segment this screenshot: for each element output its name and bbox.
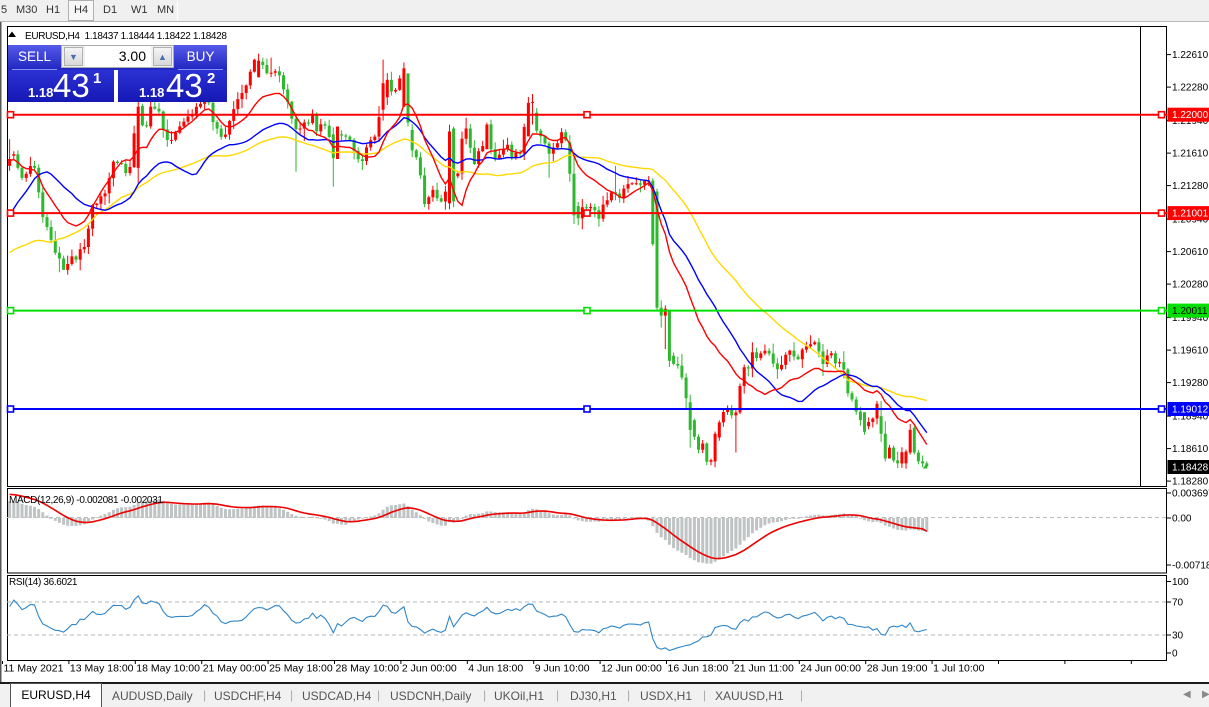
svg-text:1.21610: 1.21610 [1172,149,1209,160]
svg-text:21 Jun 11:00: 21 Jun 11:00 [734,663,794,675]
svg-text:1.18610: 1.18610 [1172,444,1209,455]
svg-text:1 Jul 10:00: 1 Jul 10:00 [933,663,985,675]
svg-text:25 May 18:00: 25 May 18:00 [269,663,333,675]
svg-text:1.19940: 1.19940 [1172,313,1209,324]
svg-text:12 Jun 00:00: 12 Jun 00:00 [601,663,662,675]
svg-text:1.18428: 1.18428 [1172,463,1209,474]
svg-text:1.19610: 1.19610 [1172,346,1209,357]
svg-text:11 May 2021: 11 May 2021 [4,663,64,675]
svg-text:RSI(14) 36.6021: RSI(14) 36.6021 [9,577,78,588]
svg-text:1.18940: 1.18940 [1172,412,1209,423]
svg-text:21 May 00:00: 21 May 00:00 [203,663,267,675]
svg-text:1.22000: 1.22000 [1172,110,1209,121]
svg-text:28 Jun 19:00: 28 Jun 19:00 [867,663,928,675]
svg-text:1.21280: 1.21280 [1172,181,1209,192]
svg-text:0.003697: 0.003697 [1172,489,1209,500]
svg-text:1.19280: 1.19280 [1172,378,1209,389]
svg-text:2 Jun 00:00: 2 Jun 00:00 [402,663,457,675]
svg-text:1.20011: 1.20011 [1172,306,1208,317]
svg-text:100: 100 [1172,577,1189,588]
svg-text:70: 70 [1172,598,1184,609]
svg-text:28 May 10:00: 28 May 10:00 [336,663,400,675]
svg-text:0: 0 [1172,649,1178,660]
svg-text:30: 30 [1172,631,1184,642]
svg-text:1.20610: 1.20610 [1172,247,1209,258]
svg-text:1.22280: 1.22280 [1172,83,1209,94]
svg-text:MACD(12,26,9) -0.002081 -0.002: MACD(12,26,9) -0.002081 -0.002031 [9,495,163,506]
svg-text:13 May 18:00: 13 May 18:00 [70,663,134,675]
svg-text:18 May 10:00: 18 May 10:00 [136,663,200,675]
svg-text:1.21001: 1.21001 [1172,209,1209,220]
svg-text:1.22610: 1.22610 [1172,50,1209,61]
svg-text:EURUSD,H4 1.18437 1.18444 1.1: EURUSD,H4 1.18437 1.18444 1.18422 1.1842… [25,31,227,42]
svg-text:-0.007182: -0.007182 [1172,561,1209,572]
svg-text:0.00: 0.00 [1172,514,1192,525]
svg-text:24 Jun 00:00: 24 Jun 00:00 [800,663,861,675]
svg-text:1.18280: 1.18280 [1172,477,1209,488]
svg-text:1.20280: 1.20280 [1172,280,1209,291]
svg-text:9 Jun 10:00: 9 Jun 10:00 [535,663,590,675]
svg-text:4 Jun 18:00: 4 Jun 18:00 [468,663,523,675]
svg-text:1.19012: 1.19012 [1172,405,1209,416]
svg-text:16 Jun 18:00: 16 Jun 18:00 [668,663,729,675]
